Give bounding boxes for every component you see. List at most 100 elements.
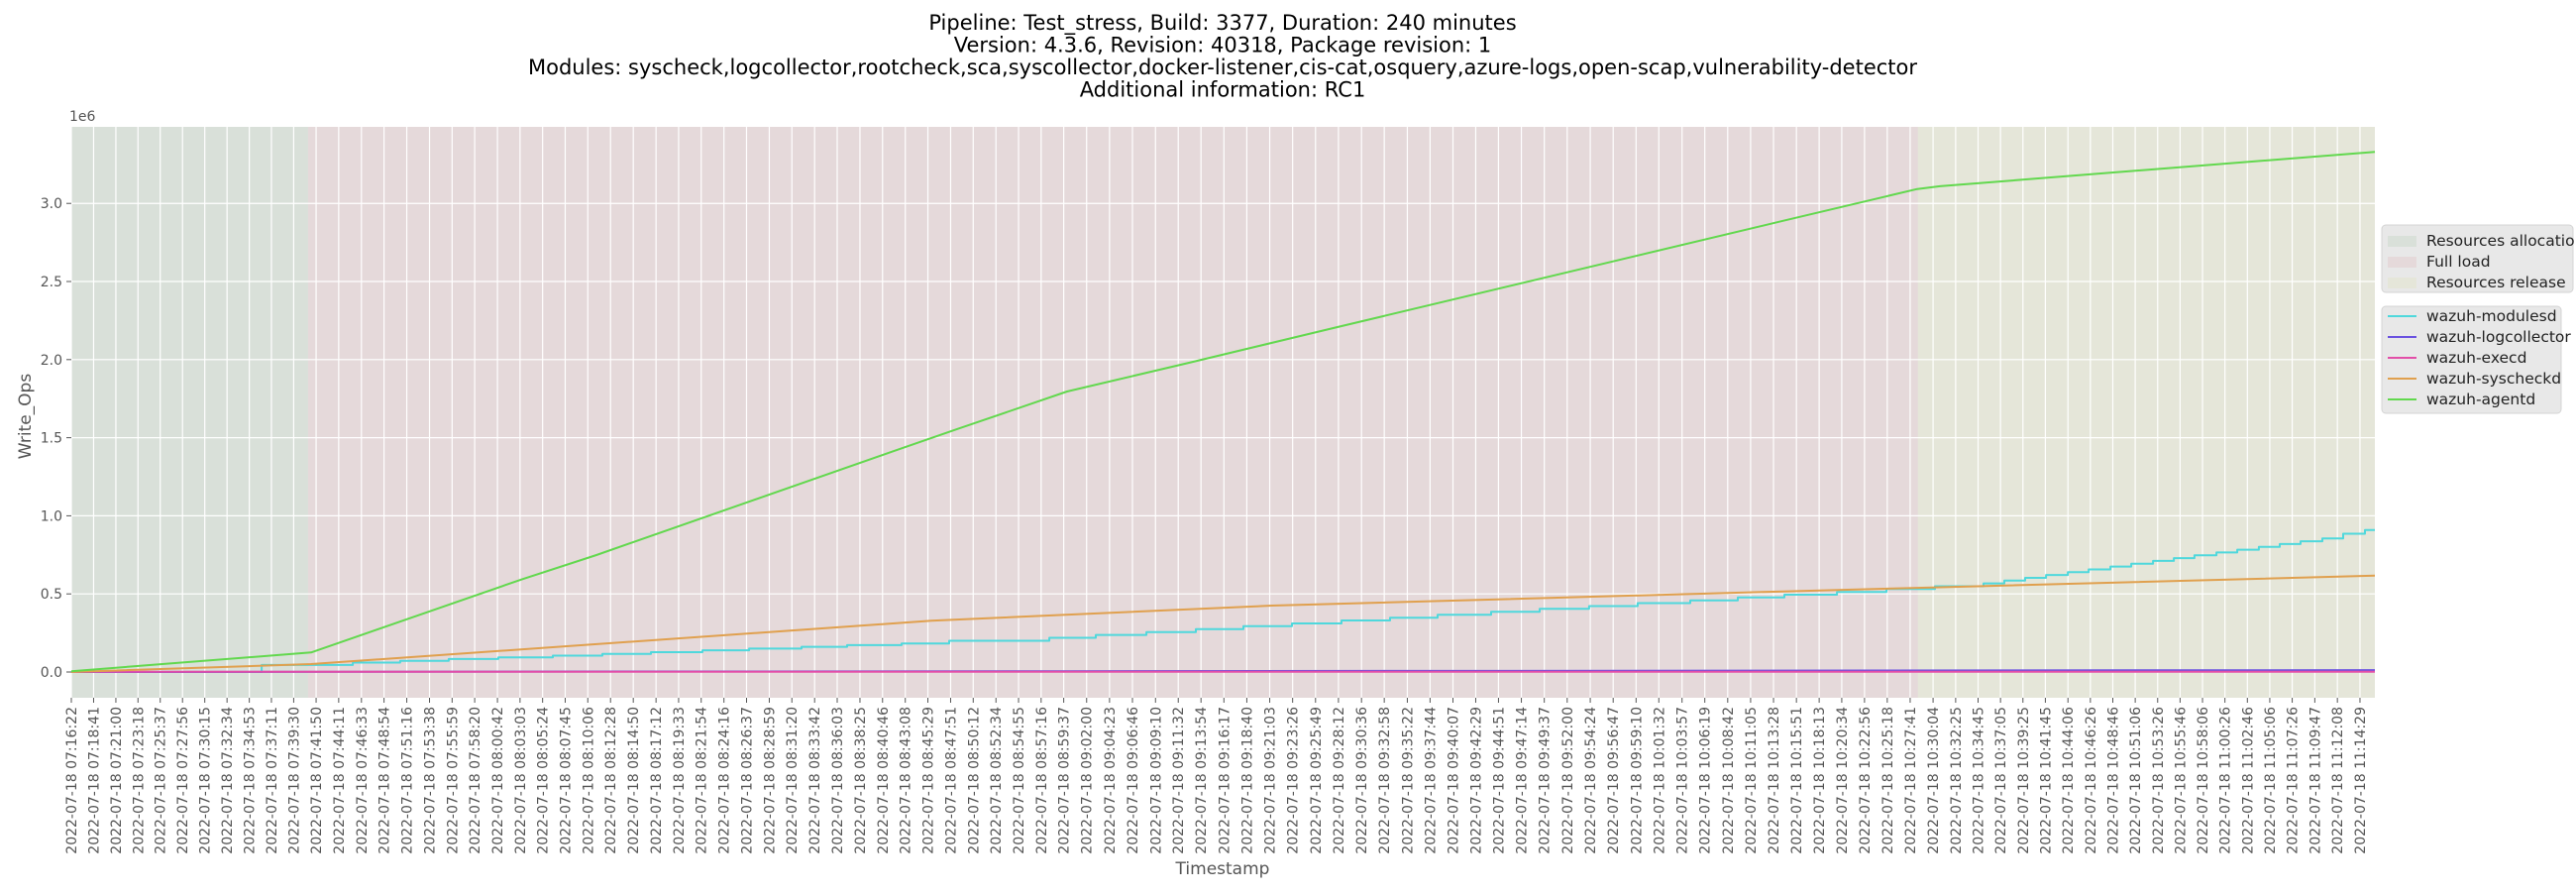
x-axis-label: Timestamp	[1175, 859, 1270, 879]
x-tick-label: 2022-07-18 07:30:15	[198, 707, 214, 854]
x-tick-label: 2022-07-18 09:59:10	[1629, 707, 1645, 854]
x-tick-label: 2022-07-18 08:10:06	[581, 707, 596, 854]
x-tick-label: 2022-07-18 08:52:34	[989, 707, 1005, 854]
x-tick-label: 2022-07-18 08:21:54	[695, 707, 710, 854]
x-tick-label: 2022-07-18 11:14:29	[2353, 707, 2369, 854]
x-tick-label: 2022-07-18 08:33:42	[807, 707, 823, 854]
legend-swatch	[2388, 257, 2416, 268]
x-tick-label: 2022-07-18 10:44:06	[2061, 707, 2077, 854]
x-tick-label: 2022-07-18 09:09:10	[1148, 707, 1164, 854]
x-tick-label: 2022-07-18 09:42:29	[1469, 707, 1485, 854]
legend-series: wazuh-modulesdwazuh-logcollectorwazuh-ex…	[2382, 306, 2571, 413]
title-line: Modules: syscheck,logcollector,rootcheck…	[528, 56, 1917, 79]
legend-label: Full load	[2426, 253, 2491, 271]
legend-label: wazuh-modulesd	[2426, 307, 2557, 325]
x-tick-label: 2022-07-18 10:53:26	[2151, 707, 2167, 854]
x-tick-label: 2022-07-18 07:32:34	[220, 707, 236, 854]
x-tick-label: 2022-07-18 08:31:20	[785, 707, 801, 854]
x-tick-label: 2022-07-18 07:16:22	[64, 707, 80, 854]
x-tick-label: 2022-07-18 09:28:12	[1332, 707, 1347, 854]
phase-band	[1918, 127, 2375, 698]
x-tick-label: 2022-07-18 08:50:12	[966, 707, 982, 854]
x-tick-label: 2022-07-18 10:06:19	[1698, 707, 1714, 854]
x-tick-label: 2022-07-18 09:30:36	[1354, 707, 1370, 854]
x-tick-label: 2022-07-18 10:34:45	[1972, 707, 1987, 854]
x-tick-label: 2022-07-18 07:27:56	[175, 707, 191, 854]
x-tick-label: 2022-07-18 07:25:37	[154, 707, 169, 854]
x-tick-label: 2022-07-18 07:41:50	[309, 707, 325, 854]
x-tick-label: 2022-07-18 08:00:42	[490, 707, 506, 854]
x-tick-label: 2022-07-18 10:18:13	[1812, 707, 1828, 854]
y-tick-label: 0.5	[41, 587, 62, 603]
x-tick-label: 2022-07-18 11:07:26	[2286, 707, 2302, 854]
x-tick-label: 2022-07-18 09:49:37	[1538, 707, 1554, 854]
x-tick-label: 2022-07-18 10:58:06	[2196, 707, 2211, 854]
x-tick-label: 2022-07-18 09:52:00	[1560, 707, 1576, 854]
x-tick-label: 2022-07-18 10:01:32	[1652, 707, 1667, 854]
y-tick-label: 2.5	[41, 275, 62, 290]
legend-label: wazuh-agentd	[2426, 391, 2535, 408]
x-tick-label: 2022-07-18 08:59:37	[1057, 707, 1073, 854]
x-tick-label: 2022-07-18 09:13:54	[1194, 707, 1210, 854]
x-tick-label: 2022-07-18 10:20:34	[1835, 707, 1851, 854]
x-tick-label: 2022-07-18 07:48:54	[377, 707, 393, 854]
x-tick-label: 2022-07-18 08:12:28	[603, 707, 619, 854]
x-tick-label: 2022-07-18 10:03:57	[1675, 707, 1691, 854]
x-tick-label: 2022-07-18 09:25:49	[1309, 707, 1325, 854]
x-tick-label: 2022-07-18 08:24:16	[717, 707, 733, 854]
title-line: Version: 4.3.6, Revision: 40318, Package…	[954, 34, 1492, 57]
x-tick-label: 2022-07-18 07:53:38	[423, 707, 439, 854]
x-tick-label: 2022-07-18 07:37:11	[265, 707, 280, 854]
x-tick-label: 2022-07-18 10:32:25	[1949, 707, 1965, 854]
x-tick-label: 2022-07-18 10:22:56	[1858, 707, 1874, 854]
x-tick-label: 2022-07-18 09:06:46	[1126, 707, 1141, 854]
x-tick-label: 2022-07-18 11:00:26	[2218, 707, 2234, 854]
legend-swatch	[2388, 278, 2416, 288]
legend-label: Resources allocation	[2426, 232, 2576, 250]
x-tick-label: 2022-07-18 09:18:40	[1239, 707, 1255, 854]
x-tick-label: 2022-07-18 08:54:55	[1012, 707, 1027, 854]
x-tick-label: 2022-07-18 09:54:24	[1583, 707, 1599, 854]
y-tick-label: 2.0	[41, 353, 62, 369]
x-tick-label: 2022-07-18 09:23:26	[1286, 707, 1302, 854]
y-tick-label: 1.5	[41, 431, 62, 447]
x-tick-label: 2022-07-18 09:35:22	[1400, 707, 1416, 854]
x-tick-label: 2022-07-18 07:55:59	[445, 707, 461, 854]
x-tick-label: 2022-07-18 07:58:20	[468, 707, 483, 854]
legend-phases: Resources allocation Full load Resources r…	[2382, 225, 2576, 292]
x-tick-label: 2022-07-18 10:15:51	[1789, 707, 1805, 854]
x-tick-label: 2022-07-18 10:30:04	[1926, 707, 1942, 854]
x-tick-label: 2022-07-18 08:14:50	[626, 707, 642, 854]
x-tick-label: 2022-07-18 08:05:24	[536, 707, 552, 854]
x-tick-label: 2022-07-18 09:16:17	[1217, 707, 1233, 854]
x-tick-label: 2022-07-18 10:39:25	[2016, 707, 2032, 854]
y-tick-label: 3.0	[41, 196, 62, 212]
legend-label: Resources release	[2426, 274, 2566, 291]
x-tick-label: 2022-07-18 10:08:42	[1721, 707, 1737, 854]
x-tick-label: 2022-07-18 07:39:30	[286, 707, 302, 854]
x-tick-label: 2022-07-18 07:51:16	[400, 707, 416, 854]
title-line: Additional information: RC1	[1080, 78, 1366, 102]
y-tick-label: 0.0	[41, 665, 62, 681]
x-tick-label: 2022-07-18 08:07:45	[559, 707, 575, 854]
x-tick-label: 2022-07-18 08:43:08	[899, 707, 914, 854]
x-tick-label: 2022-07-18 10:25:18	[1880, 707, 1896, 854]
x-tick-label: 2022-07-18 10:48:46	[2106, 707, 2122, 854]
x-tick-label: 2022-07-18 09:56:47	[1606, 707, 1622, 854]
y-tick-label: 1.0	[41, 508, 62, 524]
x-tick-label: 2022-07-18 11:02:46	[2240, 707, 2256, 854]
x-tick-label: 2022-07-18 08:57:16	[1034, 707, 1050, 854]
x-tick-label: 2022-07-18 08:28:59	[763, 707, 779, 854]
legend-label: wazuh-syscheckd	[2426, 370, 2561, 388]
x-tick-label: 2022-07-18 11:12:08	[2330, 707, 2346, 854]
x-tick-label: 2022-07-18 09:21:03	[1263, 707, 1279, 854]
x-tick-label: 2022-07-18 07:44:11	[332, 707, 348, 854]
y-axis-offset-label: 1e6	[69, 109, 96, 125]
x-tick-label: 2022-07-18 10:13:28	[1767, 707, 1782, 854]
x-tick-label: 2022-07-18 07:21:00	[109, 707, 125, 854]
x-tick-label: 2022-07-18 09:04:23	[1103, 707, 1119, 854]
x-tick-label: 2022-07-18 10:51:06	[2128, 707, 2144, 854]
x-tick-label: 2022-07-18 10:55:46	[2173, 707, 2189, 854]
